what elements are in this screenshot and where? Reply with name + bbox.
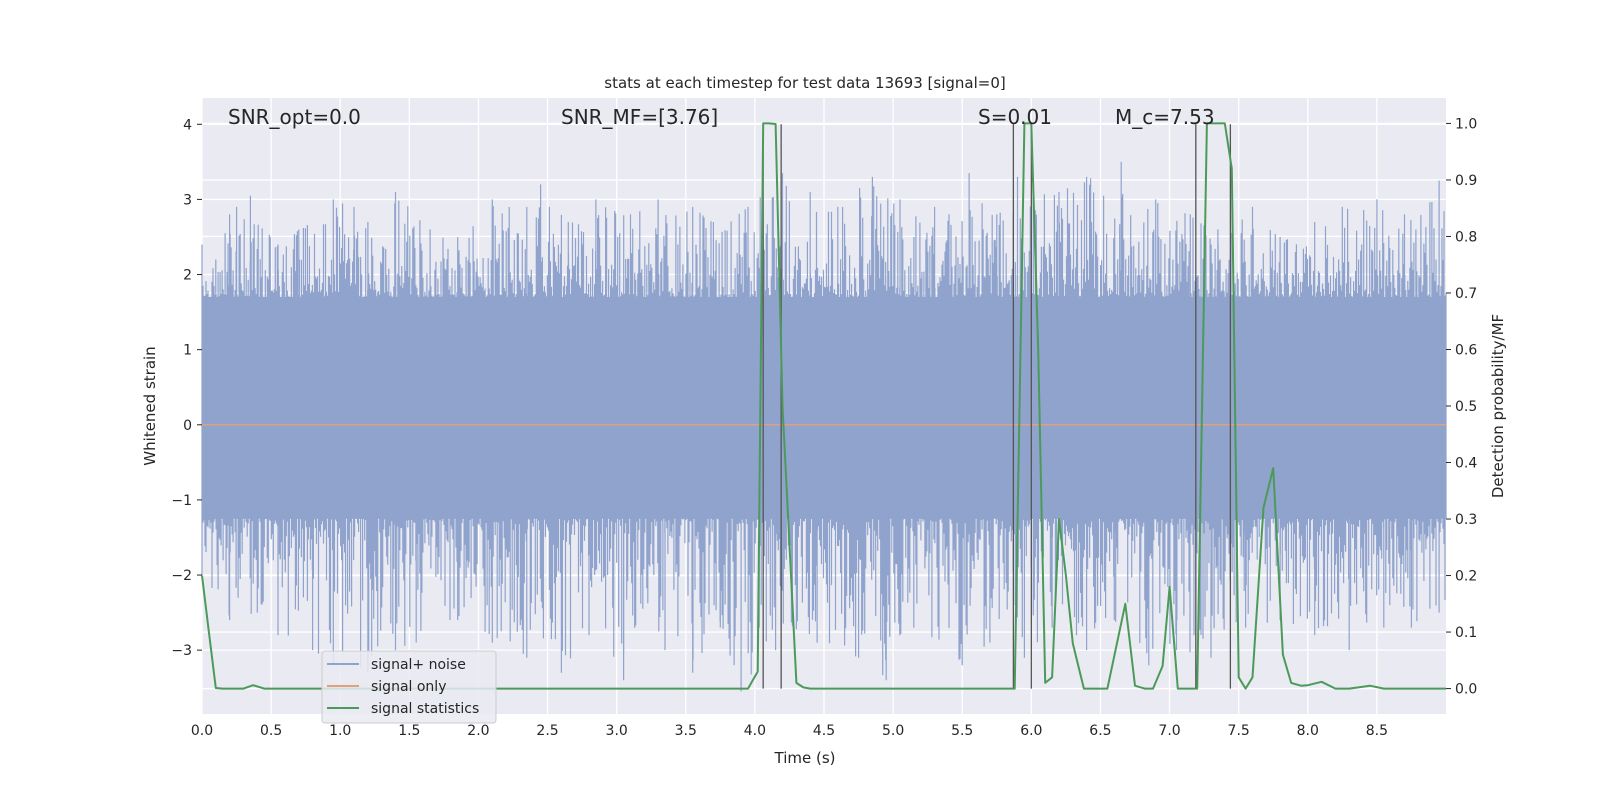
x-tick-label: 8.5 [1366,723,1388,739]
x-tick-label: 1.0 [329,723,351,739]
x-tick-label: 0.0 [191,723,213,739]
x-tick-label: 6.5 [1089,723,1111,739]
y-right-tick-label: 1.0 [1455,116,1477,132]
y-right-axis-label: Detection probability/MF [1489,314,1507,498]
y-left-tick-label: 0 [183,418,192,434]
x-axis-label: Time (s) [774,749,836,767]
x-tick-label: 2.5 [536,723,558,739]
legend-box [321,650,497,724]
annotation-mc: M_c=7.53 [1115,105,1215,129]
y-right-tick-label: 0.7 [1455,286,1477,302]
annotation-s: S=0.01 [978,105,1052,129]
x-tick-label: 5.5 [951,723,973,739]
y-right-tick-label: 0.1 [1455,625,1477,641]
signal-noise-series [201,161,1447,692]
x-tick-label: 7.0 [1158,723,1180,739]
legend-label-signal: signal only [371,679,446,695]
x-tick-label: 4.5 [813,723,835,739]
chart-title: stats at each timestep for test data 136… [604,74,1005,92]
x-tick-label: 1.5 [398,723,420,739]
y-left-tick-label: 2 [183,268,192,284]
y-right-tick-label: 0.4 [1455,456,1477,472]
y-left-tick-label: 1 [183,343,192,359]
y-right-tick-label: 0.2 [1455,569,1477,585]
annotation-snr-opt: SNR_opt=0.0 [228,105,361,129]
y-left-tick-label: −3 [171,643,192,659]
x-tick-label: 7.5 [1228,723,1250,739]
signal-statistics-line [201,122,1446,690]
y-left-tick-label: −1 [171,493,192,509]
annotation-snr-mf: SNR_MF=[3.76] [561,105,718,129]
x-tick-label: 4.0 [744,723,766,739]
x-tick-label: 0.5 [260,723,282,739]
legend: signal+ noise signal only signal statist… [321,650,497,724]
y-right-tick-label: 0.0 [1455,682,1477,698]
x-tick-label: 2.0 [467,723,489,739]
y-right-tick-label: 0.3 [1455,512,1477,528]
x-tick-label: 5.0 [882,723,904,739]
y-right-tick-label: 0.8 [1455,229,1477,245]
x-tick-label: 3.5 [675,723,697,739]
y-right-tick-label: 0.9 [1455,173,1477,189]
y-right-tick-label: 0.5 [1455,399,1477,415]
x-tick-label: 8.0 [1297,723,1319,739]
annotations: SNR_opt=0.0 SNR_MF=[3.76] S=0.01 M_c=7.5… [228,105,1215,129]
signal-statistics-series [201,122,1446,690]
legend-label-statistics: signal statistics [371,701,479,717]
y-left-tick-label: 3 [183,192,192,208]
legend-label-noise: signal+ noise [371,657,466,673]
y-left-axis-label: Whitened strain [141,346,159,465]
y-right-axis-ticks: 1.0 0.9 0.8 0.7 0.6 0.5 0.4 0.3 0.2 0.1 0.0 [1446,116,1477,698]
y-right-tick-label: 0.6 [1455,342,1477,358]
y-left-tick-label: 4 [183,117,192,133]
y-left-tick-label: −2 [171,568,192,584]
event-markers [762,124,1232,689]
y-left-axis-ticks: 4 3 2 1 0 −1 −2 −3 [171,117,202,659]
x-tick-label: 3.0 [606,723,628,739]
x-tick-label: 6.0 [1020,723,1042,739]
x-axis-ticks: 0.0 0.5 1.0 1.5 2.0 2.5 3.0 3.5 4.0 4.5 5.0 5.5 6.0 6… [191,723,1388,739]
